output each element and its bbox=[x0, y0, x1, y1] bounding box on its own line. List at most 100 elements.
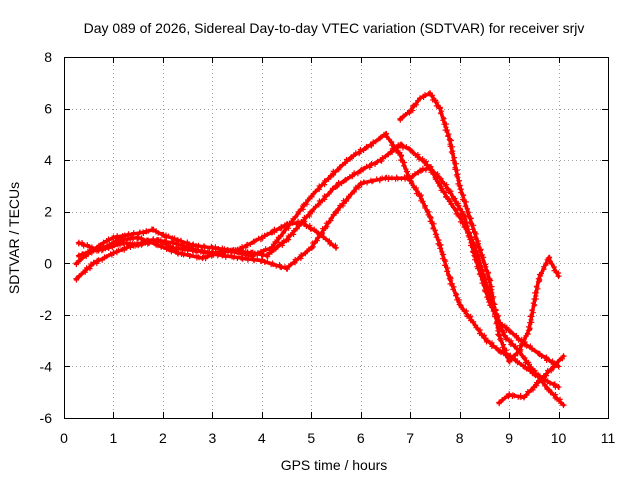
data-point bbox=[436, 105, 443, 112]
data-point bbox=[150, 226, 157, 233]
data-point bbox=[159, 231, 166, 238]
data-point bbox=[496, 347, 503, 354]
data-point bbox=[520, 363, 527, 370]
data-point bbox=[308, 208, 315, 215]
data-point bbox=[347, 154, 354, 161]
data-point bbox=[357, 167, 364, 174]
data-point bbox=[446, 198, 453, 205]
data-point bbox=[382, 175, 389, 182]
series-line bbox=[74, 142, 561, 369]
data-point bbox=[525, 327, 532, 334]
y-tick-label: -2 bbox=[40, 307, 53, 323]
data-point bbox=[397, 115, 404, 122]
y-tick-label: 2 bbox=[44, 204, 52, 220]
data-point bbox=[555, 273, 562, 280]
data-point bbox=[115, 237, 122, 244]
data-point bbox=[535, 350, 542, 357]
data-point bbox=[515, 347, 522, 354]
series-markers bbox=[76, 130, 558, 390]
data-point bbox=[367, 141, 374, 148]
data-point bbox=[328, 172, 335, 179]
data-point bbox=[169, 239, 176, 246]
data-point bbox=[426, 90, 433, 97]
data-point bbox=[333, 244, 339, 251]
data-point bbox=[540, 373, 547, 380]
x-tick-label: 7 bbox=[406, 430, 414, 446]
data-point bbox=[407, 108, 414, 115]
data-point bbox=[436, 182, 443, 189]
data-point bbox=[535, 275, 542, 282]
y-tick-label: 8 bbox=[44, 49, 52, 65]
data-point bbox=[506, 358, 513, 365]
data-point bbox=[130, 242, 137, 249]
x-tick-labels: 0 1 2 3 4 5 6 7 8 9 10 11 bbox=[60, 430, 615, 446]
data-point bbox=[446, 275, 453, 282]
data-point bbox=[209, 244, 216, 251]
data-point bbox=[268, 244, 275, 251]
data-point bbox=[135, 234, 142, 241]
x-tick-label: 8 bbox=[456, 430, 464, 446]
data-point bbox=[387, 149, 394, 156]
data-point bbox=[545, 255, 552, 262]
series-line bbox=[398, 91, 561, 364]
data-point bbox=[333, 208, 339, 215]
x-tick-label: 6 bbox=[357, 430, 365, 446]
data-point bbox=[426, 213, 433, 220]
data-point bbox=[456, 182, 463, 189]
data-point bbox=[194, 247, 201, 254]
data-point bbox=[545, 386, 552, 393]
x-tick-label: 1 bbox=[110, 430, 118, 446]
series-layer bbox=[73, 90, 567, 409]
x-tick-label: 5 bbox=[307, 430, 315, 446]
data-point bbox=[140, 229, 147, 236]
data-point bbox=[75, 252, 82, 259]
x-tick-label: 9 bbox=[505, 430, 513, 446]
x-tick-label: 4 bbox=[258, 430, 266, 446]
data-point bbox=[224, 247, 231, 254]
data-point bbox=[199, 255, 206, 262]
x-tick-label: 10 bbox=[551, 430, 567, 446]
y-tick-labels: -6 -4 -2 0 2 4 6 8 bbox=[40, 49, 53, 426]
data-point bbox=[95, 247, 102, 254]
data-point bbox=[417, 167, 424, 174]
data-point bbox=[154, 242, 161, 249]
data-point bbox=[357, 180, 364, 187]
series-trace-5 bbox=[397, 90, 562, 365]
data-point bbox=[90, 260, 97, 267]
data-point bbox=[283, 237, 290, 244]
data-point bbox=[75, 239, 82, 246]
series-line bbox=[77, 132, 561, 389]
data-point bbox=[333, 182, 339, 189]
data-point bbox=[426, 164, 433, 171]
data-point bbox=[268, 229, 275, 236]
series-trace-4 bbox=[75, 130, 562, 391]
data-point bbox=[308, 244, 315, 251]
data-point bbox=[407, 177, 414, 184]
data-point bbox=[308, 193, 315, 200]
data-point bbox=[258, 234, 265, 241]
data-point bbox=[298, 219, 305, 226]
data-point bbox=[258, 257, 265, 264]
data-point bbox=[446, 188, 453, 195]
x-tick-label: 0 bbox=[60, 430, 68, 446]
data-point bbox=[436, 175, 443, 182]
tick-layer bbox=[64, 57, 609, 419]
x-axis-label: GPS time / hours bbox=[281, 457, 388, 473]
data-point bbox=[550, 363, 557, 370]
y-tick-label: -6 bbox=[40, 410, 53, 426]
data-point bbox=[506, 327, 513, 334]
plot-frame bbox=[64, 57, 609, 419]
data-point bbox=[407, 146, 414, 153]
chart-title: Day 089 of 2026, Sidereal Day-to-day VTE… bbox=[84, 20, 585, 36]
data-point bbox=[486, 275, 493, 282]
data-point bbox=[422, 159, 429, 166]
y-tick-label: 4 bbox=[44, 152, 52, 168]
data-point bbox=[555, 384, 562, 391]
data-point bbox=[283, 265, 290, 272]
data-point bbox=[382, 131, 389, 138]
data-point bbox=[471, 242, 478, 249]
data-point bbox=[417, 193, 424, 200]
data-point bbox=[496, 332, 503, 339]
data-point bbox=[456, 301, 463, 308]
